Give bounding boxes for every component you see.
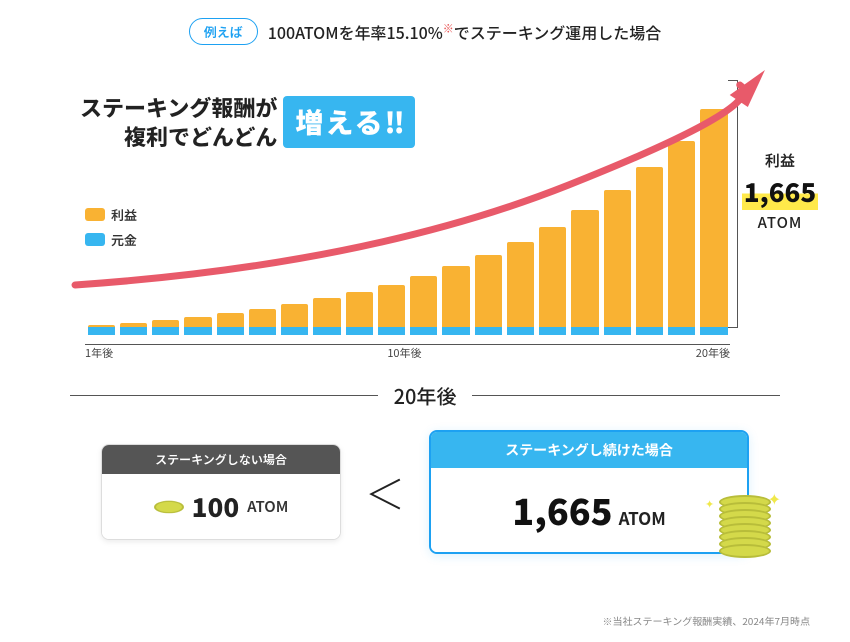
bar-profit xyxy=(410,276,437,327)
bar-profit xyxy=(152,320,179,327)
divider-line-right xyxy=(472,395,780,397)
header-text: 100ATOMを年率15.10%※でステーキング運用した場合 xyxy=(268,20,662,44)
bar-column xyxy=(636,95,663,335)
card-yes-body: 1,665 ATOM xyxy=(431,468,747,552)
bar-profit xyxy=(507,242,534,327)
bar-principal xyxy=(217,327,244,335)
headline-text: ステーキング報酬が 複利でどんどん xyxy=(80,93,277,150)
card-yes-unit: ATOM xyxy=(619,505,666,530)
right-stat-label: 利益 xyxy=(740,150,820,171)
axis-label-mid: 10年後 xyxy=(387,345,421,361)
divider-label: 20年後 xyxy=(394,381,457,410)
bar-principal xyxy=(604,327,631,335)
bar-profit xyxy=(217,313,244,327)
bar-principal xyxy=(152,327,179,335)
bar-principal xyxy=(442,327,469,335)
bar-principal xyxy=(410,327,437,335)
bar-profit xyxy=(700,109,727,327)
bar-principal xyxy=(313,327,340,335)
headline: ステーキング報酬が 複利でどんどん 増える!! xyxy=(80,93,415,150)
axis-label-start: 1年後 xyxy=(85,345,113,361)
bar-column xyxy=(442,95,469,335)
bar-principal xyxy=(184,327,211,335)
divider-line-left xyxy=(70,395,378,397)
bar-profit xyxy=(184,317,211,327)
bar-column xyxy=(475,95,502,335)
card-no-body: 100 ATOM xyxy=(102,474,340,539)
bar-principal xyxy=(475,327,502,335)
bar-profit xyxy=(442,266,469,327)
chart-area: ステーキング報酬が 複利でどんどん 増える!! 利益 元金 1年後 10年後 2… xyxy=(85,75,730,345)
bar-principal xyxy=(700,327,727,335)
bar-principal xyxy=(88,327,115,335)
coin-icon xyxy=(719,544,771,558)
header: 例えば 100ATOMを年率15.10%※でステーキング運用した場合 xyxy=(0,0,850,45)
bar-profit xyxy=(249,309,276,327)
bar-principal xyxy=(507,327,534,335)
bar-profit xyxy=(571,210,598,327)
right-stat-unit: ATOM xyxy=(740,212,820,233)
right-stat: 利益 1,665 ATOM xyxy=(740,150,820,233)
bar-principal xyxy=(346,327,373,335)
bar-profit xyxy=(378,285,405,327)
bar-principal xyxy=(636,327,663,335)
card-yes-staking: ステーキングし続けた場合 1,665 ATOM xyxy=(429,430,749,554)
bar-principal xyxy=(281,327,308,335)
bar-principal xyxy=(378,327,405,335)
bar-column xyxy=(700,95,727,335)
axis-labels: 1年後 10年後 20年後 xyxy=(85,345,730,361)
bar-profit xyxy=(668,141,695,327)
card-yes-title: ステーキングし続けた場合 xyxy=(431,432,747,468)
bar-principal xyxy=(539,327,566,335)
coin-stack-icon: ✦ ✦ xyxy=(719,502,779,558)
divider: 20年後 xyxy=(70,381,780,410)
bar-profit xyxy=(281,304,308,327)
asterisk-icon: ※ xyxy=(443,20,454,36)
card-no-unit: ATOM xyxy=(247,496,288,517)
bar-principal xyxy=(249,327,276,335)
bar-profit xyxy=(539,227,566,327)
card-no-value: 100 xyxy=(192,488,240,525)
legend-profit: 利益 xyxy=(85,205,137,224)
coin-icon xyxy=(154,500,184,513)
card-no-staking: ステーキングしない場合 100 ATOM xyxy=(101,444,341,540)
axis-label-end: 20年後 xyxy=(696,345,730,361)
bar-column xyxy=(668,95,695,335)
headline-box: 増える!! xyxy=(283,96,414,148)
bar-column xyxy=(604,95,631,335)
legend-principal: 元金 xyxy=(85,230,137,249)
bar-profit xyxy=(636,167,663,327)
right-bracket xyxy=(728,80,738,328)
comparison: ステーキングしない場合 100 ATOM ＜ ステーキングし続けた場合 1,66… xyxy=(0,430,850,554)
less-than-symbol: ＜ xyxy=(365,463,405,521)
card-yes-value: 1,665 xyxy=(512,484,612,536)
bar-profit xyxy=(604,190,631,327)
footnote: ※当社ステーキング報酬実績、2024年7月時点 xyxy=(603,613,810,628)
bar-column xyxy=(539,95,566,335)
bar-column xyxy=(507,95,534,335)
legend-profit-swatch xyxy=(85,208,105,221)
card-yes-wrap: ステーキングし続けた場合 1,665 ATOM ✦ ✦ xyxy=(429,430,749,554)
legend: 利益 元金 xyxy=(85,205,137,255)
bar-profit xyxy=(475,255,502,327)
example-pill: 例えば xyxy=(189,18,258,45)
bar-profit xyxy=(313,298,340,327)
card-no-title: ステーキングしない場合 xyxy=(102,445,340,474)
legend-principal-swatch xyxy=(85,233,105,246)
bar-principal xyxy=(120,327,147,335)
bar-principal xyxy=(571,327,598,335)
sparkle-icon: ✦ xyxy=(768,486,781,510)
bar-profit xyxy=(346,292,373,327)
right-stat-value: 1,665 xyxy=(742,173,818,210)
bar-principal xyxy=(668,327,695,335)
bar-column xyxy=(571,95,598,335)
sparkle-icon: ✦ xyxy=(705,496,714,512)
